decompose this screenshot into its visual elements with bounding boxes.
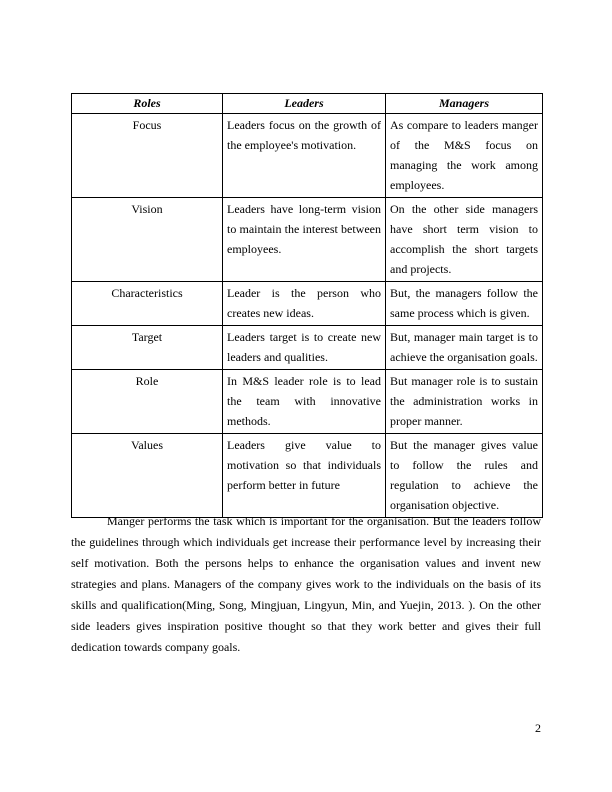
leaders-cell-values: Leaders give value to motivation so that… [222, 433, 386, 518]
leaders-cell-characteristics: Leader is the person who creates new ide… [222, 281, 386, 326]
leaders-cell-vision: Leaders have long-term vision to maintai… [222, 197, 386, 282]
managers-cell-focus: As compare to leaders manger of the M&S … [385, 113, 543, 198]
managers-cell-values: But the manager gives value to follow th… [385, 433, 543, 518]
table-header-leaders: Leaders [222, 93, 386, 114]
row-label-role: Role [71, 369, 223, 434]
leaders-cell-target: Leaders target is to create new leaders … [222, 325, 386, 370]
row-label-vision: Vision [71, 197, 223, 282]
row-label-target: Target [71, 325, 223, 370]
table-header-managers: Managers [385, 93, 543, 114]
managers-cell-target: But, manager main target is to achieve t… [385, 325, 543, 370]
managers-cell-characteristics: But, the managers follow the same proces… [385, 281, 543, 326]
table-row-target: Target Leaders target is to create new l… [71, 325, 543, 370]
leaders-cell-role: In M&S leader role is to lead the team w… [222, 369, 386, 434]
leaders-cell-focus: Leaders focus on the growth of the emplo… [222, 113, 386, 198]
managers-cell-vision: On the other side managers have short te… [385, 197, 543, 282]
table-row-vision: Vision Leaders have long-term vision to … [71, 197, 543, 282]
managers-cell-role: But manager role is to sustain the admin… [385, 369, 543, 434]
row-label-focus: Focus [71, 113, 223, 198]
table-header-row: Roles Leaders Managers [71, 93, 543, 114]
table-row-role: Role In M&S leader role is to lead the t… [71, 369, 543, 434]
page-number: 2 [535, 721, 541, 735]
roles-comparison-table: Roles Leaders Managers Focus Leaders foc… [71, 93, 543, 518]
row-label-characteristics: Characteristics [71, 281, 223, 326]
body-paragraph: Manger performs the task which is import… [71, 514, 541, 654]
table-row-characteristics: Characteristics Leader is the person who… [71, 281, 543, 326]
table-row-focus: Focus Leaders focus on the growth of the… [71, 113, 543, 198]
table-row-values: Values Leaders give value to motivation … [71, 433, 543, 518]
table-header-roles: Roles [71, 93, 223, 114]
row-label-values: Values [71, 433, 223, 518]
